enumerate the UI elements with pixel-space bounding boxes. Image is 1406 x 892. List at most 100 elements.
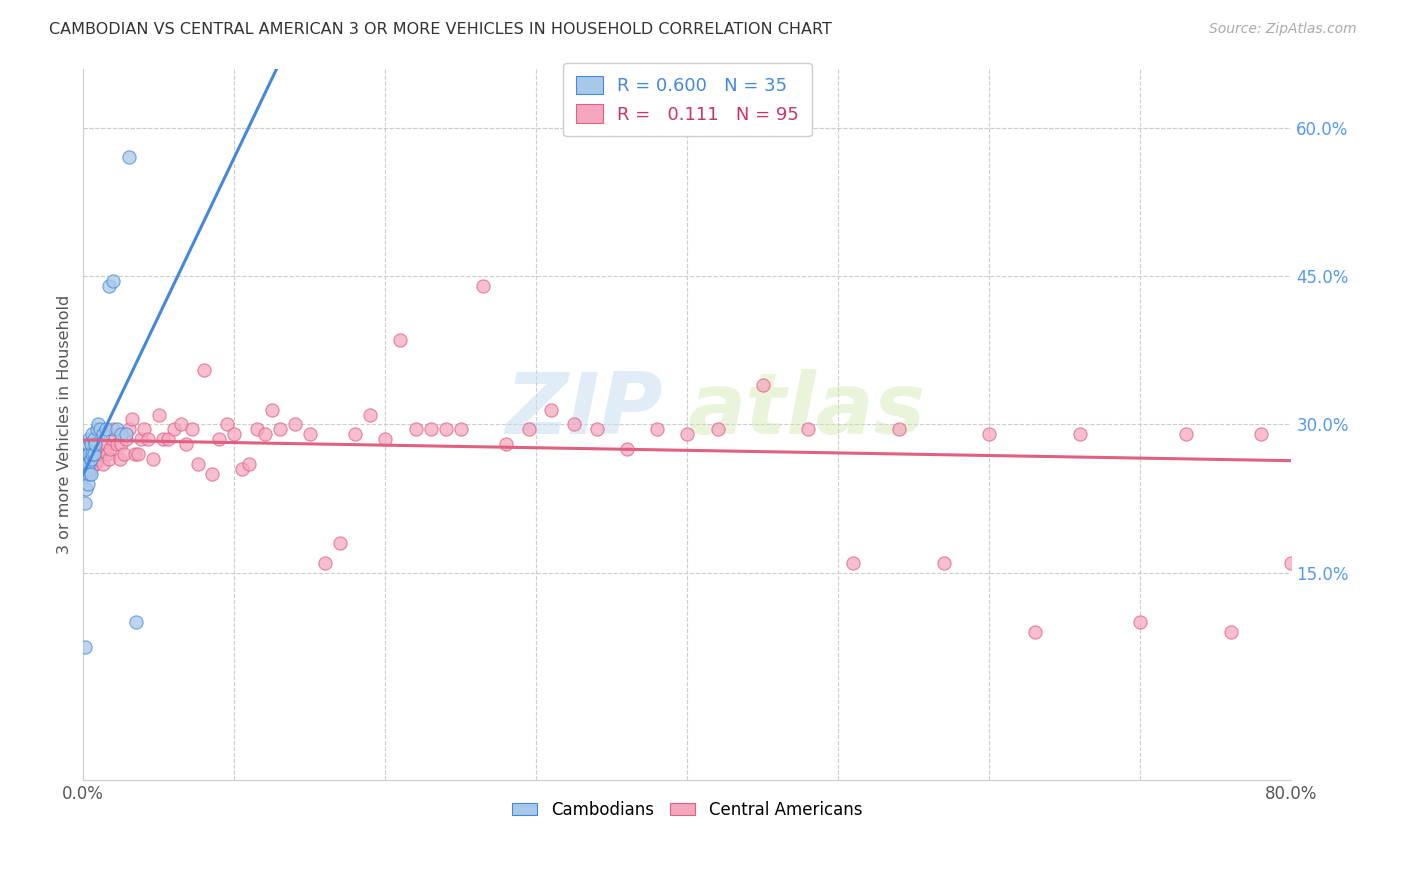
Point	[73, 452, 96, 467]
Point	[1340, 427, 1362, 442]
Point	[1340, 422, 1362, 436]
Point	[1069, 427, 1091, 442]
Point	[887, 422, 910, 436]
Point	[170, 417, 193, 432]
Point	[82, 447, 104, 461]
Point	[797, 422, 820, 436]
Legend: Cambodians, Central Americans: Cambodians, Central Americans	[506, 794, 869, 825]
Point	[201, 467, 224, 481]
Point	[76, 457, 98, 471]
Point	[1340, 427, 1362, 442]
Point	[419, 422, 441, 436]
Point	[75, 462, 97, 476]
Point	[94, 437, 117, 451]
Point	[405, 422, 427, 436]
Point	[86, 422, 108, 436]
Point	[80, 462, 103, 476]
Point	[1129, 615, 1152, 629]
Point	[86, 442, 108, 457]
Point	[94, 422, 117, 436]
Point	[79, 467, 101, 481]
Point	[101, 432, 124, 446]
Point	[142, 452, 165, 467]
Point	[181, 422, 204, 436]
Point	[75, 452, 97, 467]
Point	[1174, 427, 1197, 442]
Point	[842, 556, 865, 570]
Point	[73, 640, 96, 654]
Point	[96, 447, 118, 461]
Point	[132, 422, 155, 436]
Text: Source: ZipAtlas.com: Source: ZipAtlas.com	[1209, 22, 1357, 37]
Point	[83, 447, 105, 461]
Point	[1340, 422, 1362, 436]
Point	[76, 447, 98, 461]
Point	[645, 422, 668, 436]
Point	[187, 457, 209, 471]
Point	[148, 408, 170, 422]
Point	[105, 422, 128, 436]
Point	[472, 279, 495, 293]
Point	[495, 437, 517, 451]
Point	[389, 334, 412, 348]
Point	[79, 447, 101, 461]
Point	[1310, 422, 1333, 436]
Point	[932, 556, 955, 570]
Point	[100, 442, 122, 457]
Point	[215, 417, 238, 432]
Point	[1220, 625, 1243, 640]
Y-axis label: 3 or more Vehicles in Household: 3 or more Vehicles in Household	[58, 294, 72, 554]
Point	[1024, 625, 1046, 640]
Point	[84, 437, 107, 451]
Point	[1340, 422, 1362, 436]
Point	[75, 447, 97, 461]
Point	[76, 437, 98, 451]
Point	[616, 442, 638, 457]
Point	[298, 427, 321, 442]
Point	[124, 447, 146, 461]
Point	[262, 402, 284, 417]
Point	[253, 427, 276, 442]
Point	[174, 437, 197, 451]
Point	[1250, 427, 1272, 442]
Point	[562, 417, 585, 432]
Point	[125, 615, 148, 629]
Point	[84, 457, 107, 471]
Point	[269, 422, 291, 436]
Point	[97, 279, 120, 293]
Point	[112, 447, 135, 461]
Point	[152, 432, 174, 446]
Point	[344, 427, 367, 442]
Point	[114, 427, 136, 442]
Point	[82, 427, 104, 442]
Point	[108, 452, 131, 467]
Point	[121, 412, 143, 426]
Point	[127, 447, 149, 461]
Point	[1340, 422, 1362, 436]
Point	[1340, 422, 1362, 436]
Point	[76, 476, 98, 491]
Point	[80, 452, 103, 467]
Point	[89, 422, 111, 436]
Point	[89, 447, 111, 461]
Point	[80, 437, 103, 451]
Point	[979, 427, 1001, 442]
Point	[73, 496, 96, 510]
Point	[80, 467, 103, 481]
Point	[87, 452, 110, 467]
Point	[163, 422, 186, 436]
Point	[434, 422, 457, 436]
Point	[1340, 427, 1362, 442]
Point	[114, 432, 136, 446]
Point	[224, 427, 246, 442]
Point	[79, 432, 101, 446]
Text: atlas: atlas	[688, 368, 925, 451]
Point	[91, 457, 114, 471]
Point	[1281, 556, 1303, 570]
Point	[517, 422, 540, 436]
Point	[97, 452, 120, 467]
Point	[103, 422, 125, 436]
Point	[1340, 422, 1362, 436]
Point	[87, 417, 110, 432]
Point	[706, 422, 728, 436]
